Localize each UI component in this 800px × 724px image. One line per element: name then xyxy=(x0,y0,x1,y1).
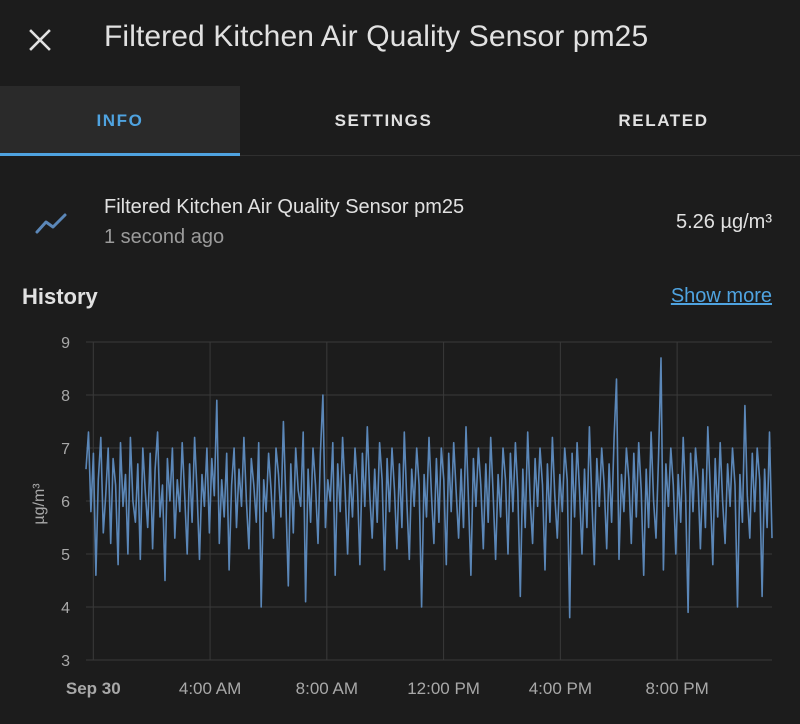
series-line-0 xyxy=(85,357,773,619)
dialog-header: Filtered Kitchen Air Quality Sensor pm25 xyxy=(0,0,800,86)
tab-related[interactable]: RELATED xyxy=(618,111,709,130)
y-tick-label: 6 xyxy=(61,494,70,511)
x-tick-label: 4:00 PM xyxy=(529,679,592,698)
y-tick-label: 7 xyxy=(61,441,70,458)
x-axis-ticks: Sep 30 4:00 AM 8:00 AM 12:00 PM 4:00 PM 8:00 … xyxy=(66,679,709,698)
y-tick-label: 5 xyxy=(61,547,70,564)
x-tick-label: 8:00 PM xyxy=(645,679,708,698)
tab-info[interactable]: INFO xyxy=(0,86,240,156)
tab-bar: INFO SETTINGS RELATED xyxy=(0,86,800,156)
show-more-link[interactable]: Show more xyxy=(670,285,772,307)
x-tick-label: 8:00 AM xyxy=(296,679,358,698)
close-button[interactable] xyxy=(24,24,56,56)
chart-line-icon xyxy=(35,213,67,234)
y-axis-ticks: 3 4 5 6 7 8 9 xyxy=(61,335,70,670)
entity-state: 5.26 µg/m³ xyxy=(675,211,772,233)
y-tick-label: 4 xyxy=(61,600,70,617)
entity-last-changed: 1 second ago xyxy=(104,226,225,248)
y-axis-label: µg/m³ xyxy=(31,483,48,525)
x-tick-label: 12:00 PM xyxy=(407,679,480,698)
history-title: History xyxy=(22,284,98,309)
close-icon xyxy=(29,29,51,51)
x-tick-label: 4:00 AM xyxy=(179,679,241,698)
history-chart[interactable]: 3 4 5 6 7 8 9 Sep 30 4:00 AM 8:00 AM 12:00 PM 4:00… xyxy=(0,320,800,720)
y-tick-label: 9 xyxy=(61,335,70,352)
x-tick-label: Sep 30 xyxy=(66,679,121,698)
tab-settings[interactable]: SETTINGS xyxy=(334,111,433,130)
entity-name: Filtered Kitchen Air Quality Sensor pm25 xyxy=(104,196,465,218)
y-tick-label: 8 xyxy=(61,388,70,405)
y-tick-label: 3 xyxy=(61,653,70,670)
chart-series xyxy=(85,357,773,619)
entity-row: Filtered Kitchen Air Quality Sensor pm25… xyxy=(0,186,800,256)
dialog-title: Filtered Kitchen Air Quality Sensor pm25 xyxy=(104,20,649,53)
